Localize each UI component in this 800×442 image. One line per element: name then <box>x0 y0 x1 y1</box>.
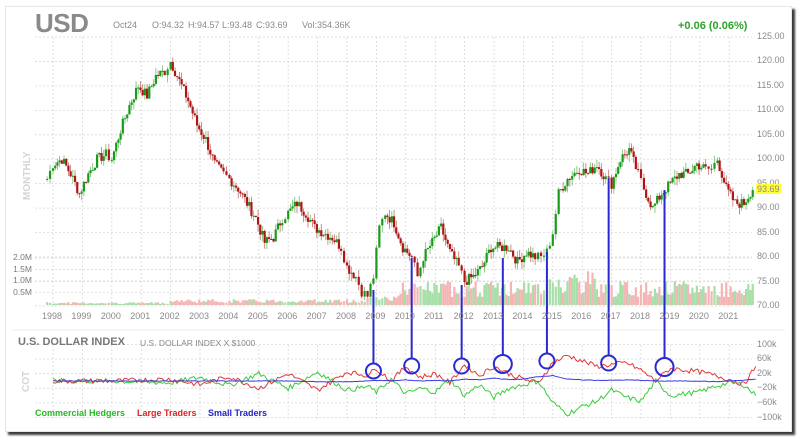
price-tick: 80.00 <box>757 251 780 262</box>
year-tick: 2014 <box>512 311 533 321</box>
chart-frame <box>5 6 792 432</box>
volume-tick: 2.0M <box>13 252 32 262</box>
legend-large-traders: Large Traders <box>137 408 197 418</box>
candlestick-series <box>46 57 754 303</box>
year-tick: 2019 <box>659 311 680 321</box>
year-tick: 1998 <box>42 311 63 321</box>
year-tick: 2011 <box>424 311 444 321</box>
symbol-title: USD <box>35 8 89 38</box>
year-tick: 2016 <box>571 311 592 321</box>
year-tick: 2001 <box>130 311 151 321</box>
cot-panel-title: U.S. DOLLAR INDEX <box>18 336 125 348</box>
high-value: H:94.57 <box>188 20 220 30</box>
year-tick: 2013 <box>483 311 504 321</box>
small-traders-line <box>53 374 756 383</box>
cot-grid <box>35 344 752 418</box>
price-tick: 110.00 <box>757 104 784 115</box>
year-tick: 2017 <box>600 311 621 321</box>
cot-tick: −100k <box>757 411 782 422</box>
price-tick: 120.00 <box>757 55 785 66</box>
year-tick: 2005 <box>247 311 268 321</box>
volume-tick: 1.5M <box>13 263 32 274</box>
volume-bars <box>46 271 754 305</box>
year-tick: 2000 <box>100 311 121 321</box>
year-tick: 2010 <box>394 311 415 321</box>
date-label: Oct24 <box>113 20 138 30</box>
year-tick: 2021 <box>718 311 739 321</box>
last-price-badge: 93.69 <box>756 184 781 194</box>
volume-value: Vol:354.36K <box>302 20 351 30</box>
close-value: C:93.69 <box>256 20 288 30</box>
cot-tick: −20k <box>757 382 777 393</box>
year-tick: 2006 <box>277 311 298 321</box>
cot-tick: 60k <box>757 353 772 364</box>
cot-panel-subtitle: U.S. DOLLAR INDEX X $1000 <box>140 338 256 348</box>
year-tick: 2003 <box>189 311 210 321</box>
price-tick: 70.00 <box>757 299 780 310</box>
cot-tick: 20k <box>757 367 772 378</box>
price-tick: 105.00 <box>757 128 785 139</box>
volume-tick: 1.0M <box>13 275 32 285</box>
year-tick: 2012 <box>453 311 474 321</box>
cot-tick: 100k <box>757 338 777 349</box>
year-tick: 2018 <box>630 311 651 321</box>
commercial-hedgers-line <box>52 370 757 417</box>
year-tick: 2004 <box>218 311 239 321</box>
change-value: +0.06 (0.06%) <box>678 20 748 32</box>
price-grid <box>35 36 752 420</box>
annotation-markers <box>364 178 675 380</box>
year-tick: 2015 <box>541 311 562 321</box>
open-value: O:94.32 <box>152 20 185 30</box>
legend-commercial-hedgers: Commercial Hedgers <box>35 408 126 418</box>
period-label: MONTHLY <box>22 151 33 200</box>
legend-small-traders: Small Traders <box>208 408 268 418</box>
price-tick: 75.00 <box>757 275 780 286</box>
price-tick: 95.00 <box>757 177 780 188</box>
price-tick: 115.00 <box>757 79 784 90</box>
volume-tick: 0.5M <box>13 286 32 297</box>
price-tick: 125.00 <box>757 31 785 41</box>
price-tick: 90.00 <box>757 202 780 213</box>
year-tick: 2002 <box>159 311 180 321</box>
price-tick: 100.00 <box>757 153 785 164</box>
cot-side-label: COT <box>21 370 32 392</box>
year-tick: 1999 <box>71 311 92 321</box>
low-value: L:93.48 <box>222 20 253 30</box>
year-tick: 2007 <box>306 311 327 321</box>
year-tick: 2009 <box>365 311 386 321</box>
cot-tick: −60k <box>757 396 777 407</box>
year-tick: 2008 <box>336 311 357 321</box>
price-tick: 85.00 <box>757 226 780 237</box>
year-tick: 2020 <box>688 311 709 321</box>
